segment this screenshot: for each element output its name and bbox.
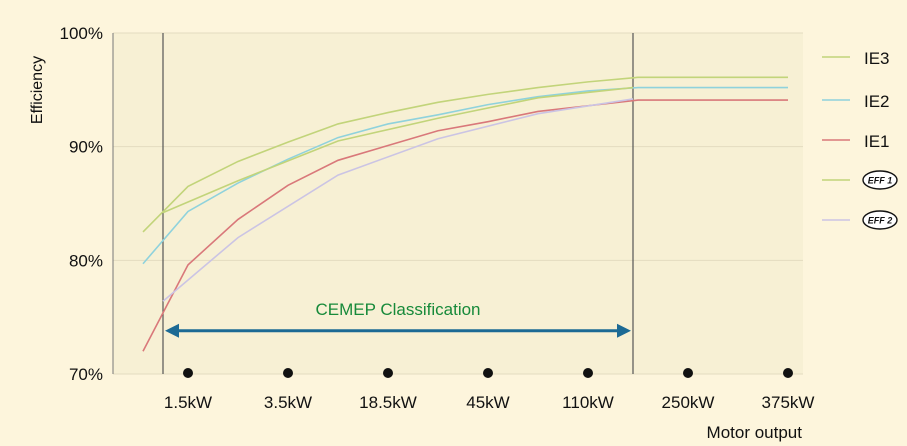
legend-badge-text: EFF 1 <box>868 176 893 186</box>
x-tick-label: 110kW <box>562 393 614 412</box>
x-tick-labels: 1.5kW 3.5kW 18.5kW 45kW 110kW 250kW 375kW <box>164 393 815 412</box>
x-tick-dot <box>283 368 293 378</box>
y-axis-label: Efficiency <box>29 56 46 124</box>
x-tick-dot <box>483 368 493 378</box>
x-tick-label: 1.5kW <box>164 393 212 412</box>
cemep-annotation: CEMEP Classification <box>165 300 631 338</box>
series-group <box>142 76 788 352</box>
x-tick-label: 375kW <box>762 393 815 412</box>
eff1-icon: EFF 1 <box>862 170 898 190</box>
y-tick-label: 100% <box>60 24 103 43</box>
x-tick-dot <box>683 368 693 378</box>
annotation-label: CEMEP Classification <box>315 300 480 319</box>
eff2-icon: EFF 2 <box>862 210 898 230</box>
legend-label-ie3: IE3 <box>864 49 890 68</box>
legend-label-ie2: IE2 <box>864 92 890 111</box>
y-tick-label: 70% <box>69 365 103 384</box>
y-tick-label: 80% <box>69 251 103 270</box>
series-line-eff2 <box>162 98 634 302</box>
x-tick-dots <box>183 368 793 378</box>
legend-badge-outline <box>862 210 898 230</box>
classification-boundaries <box>162 33 634 374</box>
legend-badge-text: EFF 2 <box>868 216 893 226</box>
x-tick-label: 3.5kW <box>264 393 312 412</box>
legend-label-ie1: IE1 <box>864 132 890 151</box>
series-line-ie1 <box>142 99 788 352</box>
series-line-ie2 <box>142 86 788 265</box>
series-line-eff1 <box>162 86 634 214</box>
series-line-ie3 <box>142 76 788 233</box>
legend-badge-outline <box>862 170 898 190</box>
x-tick-dot <box>783 368 793 378</box>
plot-area <box>113 33 803 374</box>
x-tick-dot <box>183 368 193 378</box>
y-tick-label: 90% <box>69 138 103 157</box>
x-tick-label: 18.5kW <box>359 393 417 412</box>
annotation-arrowhead-left <box>165 323 179 338</box>
x-tick-dot <box>383 368 393 378</box>
x-tick-dot <box>583 368 593 378</box>
legend: IE3 IE2 IE1 EFF 1 EFF 2 <box>822 49 898 230</box>
y-tick-labels: 70% 80% 90% 100% <box>60 24 103 384</box>
x-tick-label: 250kW <box>662 393 715 412</box>
x-axis-label: Motor output <box>707 423 803 442</box>
annotation-arrowhead-right <box>617 323 631 338</box>
x-tick-label: 45kW <box>466 393 509 412</box>
